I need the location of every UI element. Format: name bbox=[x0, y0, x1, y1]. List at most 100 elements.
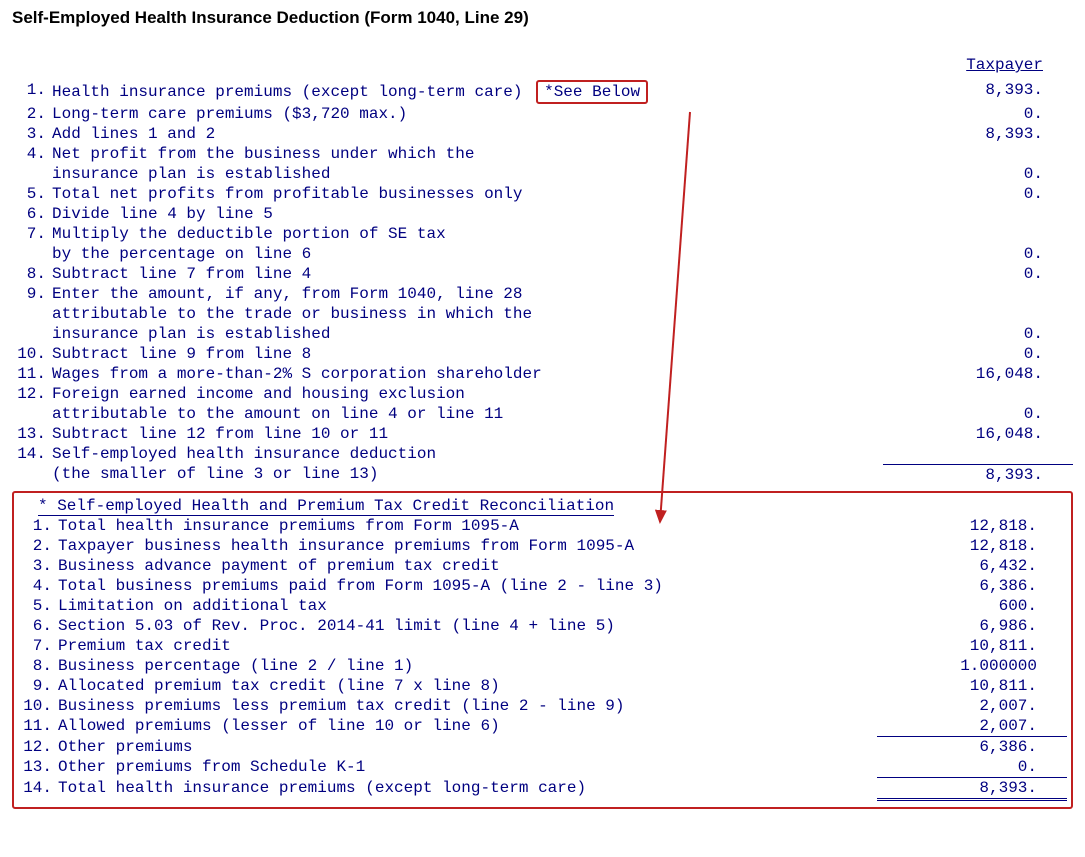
line-value: 0. bbox=[877, 757, 1067, 778]
main-row: 8.Subtract line 7 from line 40. bbox=[12, 264, 1073, 284]
line-number: 10. bbox=[12, 344, 52, 364]
main-row: 4.Net profit from the business under whi… bbox=[12, 144, 1073, 164]
main-row: (the smaller of line 3 or line 13)8,393. bbox=[12, 464, 1073, 485]
line-label: insurance plan is established bbox=[52, 324, 883, 344]
sub-row: 3.Business advance payment of premium ta… bbox=[18, 556, 1067, 576]
line-number: 7. bbox=[12, 224, 52, 244]
line-label: (the smaller of line 3 or line 13) bbox=[52, 464, 883, 484]
main-row: attributable to the trade or business in… bbox=[12, 304, 1073, 324]
line-label: insurance plan is established bbox=[52, 164, 883, 184]
line-number: 2. bbox=[18, 536, 58, 556]
line-value: 8,393. bbox=[883, 80, 1073, 100]
line-number: 8. bbox=[18, 656, 58, 676]
line-label: Subtract line 7 from line 4 bbox=[52, 264, 883, 284]
column-header-taxpayer: Taxpayer bbox=[12, 56, 1073, 74]
sub-row: 8.Business percentage (line 2 / line 1)1… bbox=[18, 656, 1067, 676]
line-value: 600. bbox=[877, 596, 1067, 616]
line-value: 12,818. bbox=[877, 536, 1067, 556]
main-row: 7.Multiply the deductible portion of SE … bbox=[12, 224, 1073, 244]
line-value: 6,386. bbox=[877, 576, 1067, 596]
line-label: Other premiums from Schedule K-1 bbox=[58, 757, 877, 777]
main-row: 9.Enter the amount, if any, from Form 10… bbox=[12, 284, 1073, 304]
sub-row: 13.Other premiums from Schedule K-10. bbox=[18, 757, 1067, 778]
line-number: 14. bbox=[18, 778, 58, 798]
line-label: Long-term care premiums ($3,720 max.) bbox=[52, 104, 883, 124]
line-value: 2,007. bbox=[877, 716, 1067, 737]
line-label: Subtract line 12 from line 10 or 11 bbox=[52, 424, 883, 444]
line-label: Divide line 4 by line 5 bbox=[52, 204, 883, 224]
main-row: by the percentage on line 60. bbox=[12, 244, 1073, 264]
sub-row: 12.Other premiums6,386. bbox=[18, 737, 1067, 757]
line-value: 0. bbox=[883, 104, 1073, 124]
line-number: 12. bbox=[18, 737, 58, 757]
line-value: 12,818. bbox=[877, 516, 1067, 536]
line-label: Premium tax credit bbox=[58, 636, 877, 656]
main-row: 10.Subtract line 9 from line 80. bbox=[12, 344, 1073, 364]
main-row: 3.Add lines 1 and 28,393. bbox=[12, 124, 1073, 144]
line-value: 1.000000 bbox=[877, 656, 1067, 676]
line-label: Total health insurance premiums from For… bbox=[58, 516, 877, 536]
line-value: 0. bbox=[883, 244, 1073, 264]
line-label: Allocated premium tax credit (line 7 x l… bbox=[58, 676, 877, 696]
main-row: 5.Total net profits from profitable busi… bbox=[12, 184, 1073, 204]
line-label: Business premiums less premium tax credi… bbox=[58, 696, 877, 716]
sub-row: 5.Limitation on additional tax600. bbox=[18, 596, 1067, 616]
line-value: 0. bbox=[883, 404, 1073, 424]
line-value: 0. bbox=[883, 264, 1073, 284]
reconciliation-title: * Self-employed Health and Premium Tax C… bbox=[38, 497, 614, 516]
line-value: 0. bbox=[883, 324, 1073, 344]
line-number: 1. bbox=[18, 516, 58, 536]
main-row: 14.Self-employed health insurance deduct… bbox=[12, 444, 1073, 464]
sub-row: 9.Allocated premium tax credit (line 7 x… bbox=[18, 676, 1067, 696]
line-number: 8. bbox=[12, 264, 52, 284]
line-number: 13. bbox=[12, 424, 52, 444]
main-row: 2.Long-term care premiums ($3,720 max.)0… bbox=[12, 104, 1073, 124]
line-number: 4. bbox=[12, 144, 52, 164]
main-row: attributable to the amount on line 4 or … bbox=[12, 404, 1073, 424]
line-label: Business advance payment of premium tax … bbox=[58, 556, 877, 576]
main-row: insurance plan is established0. bbox=[12, 164, 1073, 184]
line-value: 0. bbox=[883, 344, 1073, 364]
main-row: 1.Health insurance premiums (except long… bbox=[12, 80, 1073, 104]
line-label: Wages from a more-than-2% S corporation … bbox=[52, 364, 883, 384]
line-value: 0. bbox=[883, 184, 1073, 204]
line-number: 14. bbox=[12, 444, 52, 464]
line-number: 13. bbox=[18, 757, 58, 777]
line-value: 8,393. bbox=[877, 778, 1067, 801]
sub-row: 14.Total health insurance premiums (exce… bbox=[18, 778, 1067, 801]
line-value: 6,986. bbox=[877, 616, 1067, 636]
line-value: 16,048. bbox=[883, 364, 1073, 384]
line-number: 7. bbox=[18, 636, 58, 656]
reconciliation-section: 1.Total health insurance premiums from F… bbox=[18, 516, 1067, 801]
line-label: Section 5.03 of Rev. Proc. 2014-41 limit… bbox=[58, 616, 877, 636]
line-value: 0. bbox=[883, 164, 1073, 184]
line-number: 11. bbox=[12, 364, 52, 384]
line-label: attributable to the amount on line 4 or … bbox=[52, 404, 883, 424]
line-value: 16,048. bbox=[883, 424, 1073, 444]
line-number: 9. bbox=[18, 676, 58, 696]
line-value: 8,393. bbox=[883, 464, 1073, 485]
line-number: 2. bbox=[12, 104, 52, 124]
sub-row: 1.Total health insurance premiums from F… bbox=[18, 516, 1067, 536]
reconciliation-box: * Self-employed Health and Premium Tax C… bbox=[12, 491, 1073, 809]
line-label: attributable to the trade or business in… bbox=[52, 304, 883, 324]
line-value: 6,386. bbox=[877, 737, 1067, 757]
line-label: Limitation on additional tax bbox=[58, 596, 877, 616]
line-value: 10,811. bbox=[877, 676, 1067, 696]
main-row: insurance plan is established0. bbox=[12, 324, 1073, 344]
line-label: Allowed premiums (lesser of line 10 or l… bbox=[58, 716, 877, 736]
line-value: 8,393. bbox=[883, 124, 1073, 144]
line-label: Health insurance premiums (except long-t… bbox=[52, 80, 883, 104]
line-label: Other premiums bbox=[58, 737, 877, 757]
main-worksheet-section: 1.Health insurance premiums (except long… bbox=[12, 80, 1073, 485]
line-label: Subtract line 9 from line 8 bbox=[52, 344, 883, 364]
page-title: Self-Employed Health Insurance Deduction… bbox=[12, 8, 1073, 28]
line-label: Total business premiums paid from Form 1… bbox=[58, 576, 877, 596]
main-row: 6.Divide line 4 by line 5 bbox=[12, 204, 1073, 224]
line-label: Taxpayer business health insurance premi… bbox=[58, 536, 877, 556]
line-label: Total health insurance premiums (except … bbox=[58, 778, 877, 798]
line-number: 1. bbox=[12, 80, 52, 100]
line-number: 11. bbox=[18, 716, 58, 736]
line-number: 3. bbox=[18, 556, 58, 576]
line-label: Net profit from the business under which… bbox=[52, 144, 883, 164]
